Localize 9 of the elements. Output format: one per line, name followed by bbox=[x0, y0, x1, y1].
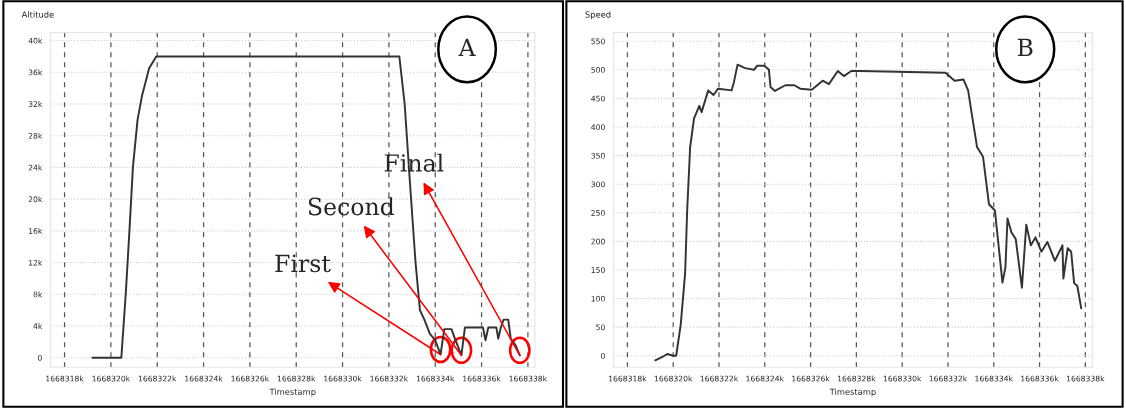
y-axis-title: Altitude bbox=[21, 11, 54, 18]
annotation: B bbox=[1017, 38, 1033, 56]
annotation: First bbox=[275, 254, 331, 273]
x-axis-title: Timestamp bbox=[829, 388, 876, 397]
x-axis-title: Timestamp bbox=[269, 388, 316, 397]
annotation: A bbox=[458, 38, 476, 56]
line-series bbox=[654, 63, 1083, 362]
annotation: Second bbox=[308, 197, 395, 216]
y-axis-title: Speed bbox=[585, 11, 611, 20]
